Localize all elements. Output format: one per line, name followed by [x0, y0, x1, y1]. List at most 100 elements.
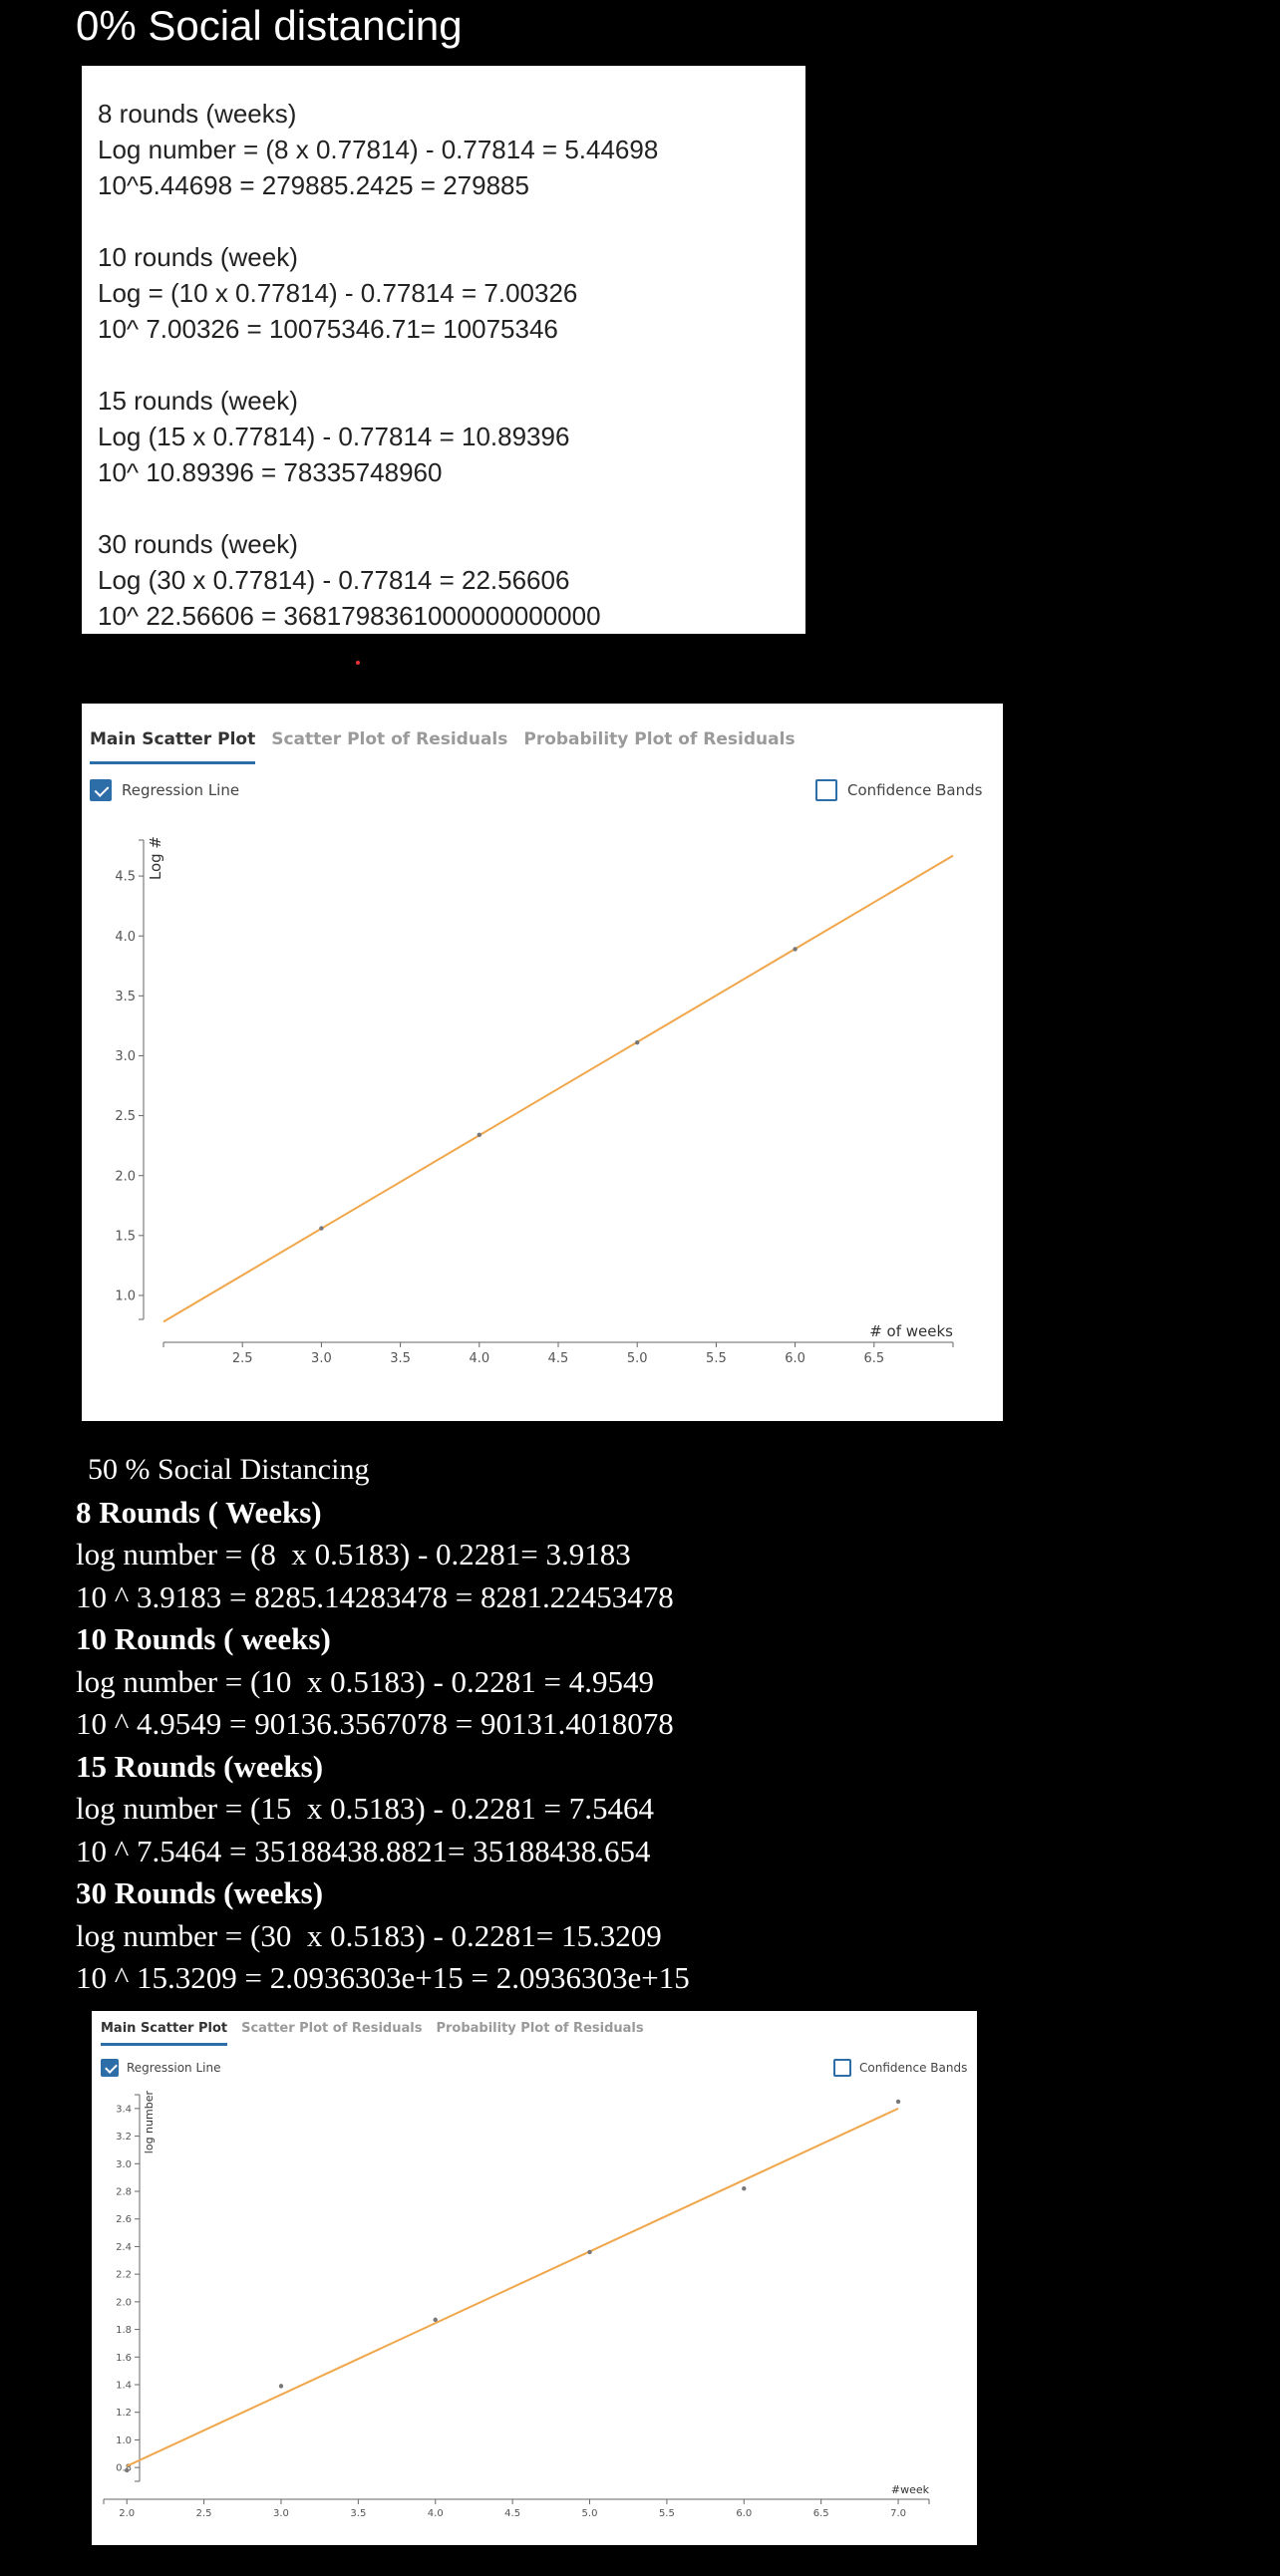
checkbox-unchecked-icon[interactable]: [815, 779, 837, 801]
calc-heading: 15 Rounds (weeks): [76, 1748, 324, 1784]
calc-group: 15 rounds (week) Log (15 x 0.77814) - 0.…: [98, 383, 805, 490]
confidence-bands-toggle[interactable]: Confidence Bands: [833, 2059, 967, 2077]
calc-pow-line: 10^ 7.00326 = 10075346.71= 10075346: [98, 314, 558, 344]
data-point: [433, 2317, 438, 2323]
calc-pow-line: 10^ 10.89396 = 78335748960: [98, 457, 443, 487]
calc-log-line: Log = (10 x 0.77814) - 0.77814 = 7.00326: [98, 278, 578, 308]
x-tick-label: 2.5: [232, 1351, 253, 1366]
checkbox-checked-icon[interactable]: [101, 2059, 119, 2077]
tab-scatter-plot-residuals[interactable]: Scatter Plot of Residuals: [271, 729, 508, 749]
data-point: [587, 2249, 592, 2255]
regression-line-label: Regression Line: [127, 2061, 221, 2075]
y-tick-label: 1.6: [116, 2353, 132, 2364]
data-point: [278, 2384, 284, 2389]
y-axis-label: log number: [143, 2091, 156, 2154]
y-axis-label: Log #: [147, 836, 164, 880]
x-tick-label: 6.5: [813, 2508, 829, 2519]
x-tick-label: 5.0: [582, 2508, 598, 2519]
stray-dot: [356, 661, 360, 665]
regression-line-toggle[interactable]: Regression Line: [90, 779, 239, 801]
calc-pow-line: 10 ^ 3.9183 = 8285.14283478 = 8281.22453…: [76, 1578, 674, 1614]
y-tick-label: 2.2: [116, 2270, 132, 2281]
tab-main-scatter-plot[interactable]: Main Scatter Plot: [90, 729, 256, 764]
data-point: [477, 1132, 481, 1138]
x-tick-label: 5.5: [706, 1351, 727, 1366]
calc-box-0-percent: 8 rounds (weeks) Log number = (8 x 0.778…: [82, 66, 805, 634]
x-tick-label: 2.5: [196, 2508, 212, 2519]
calc-group: 10 rounds (week) Log = (10 x 0.77814) - …: [98, 239, 805, 347]
calc-group: 8 rounds (weeks) Log number = (8 x 0.778…: [98, 96, 805, 203]
y-tick-label: 1.0: [116, 2435, 132, 2446]
regression-line: [126, 2107, 899, 2467]
chart-panel-50-percent: Main Scatter Plot Scatter Plot of Residu…: [92, 2011, 977, 2545]
calc-pow-line: 10^5.44698 = 279885.2425 = 279885: [98, 170, 529, 200]
x-tick-label: 3.5: [350, 2508, 366, 2519]
calc-heading: 10 rounds (week): [98, 242, 298, 272]
x-tick-label: 3.5: [390, 1351, 411, 1366]
calc-log-line: log number = (8 x 0.5183) - 0.2281= 3.91…: [76, 1537, 631, 1572]
y-tick-label: 2.5: [115, 1109, 136, 1124]
calc-pow-line: 10 ^ 15.3209 = 2.0936303e+15 = 2.0936303…: [76, 1960, 690, 1995]
y-tick-label: 4.5: [115, 870, 136, 885]
x-tick-label: 6.0: [736, 2508, 752, 2519]
calc-log-line: Log (30 x 0.77814) - 0.77814 = 22.56606: [98, 565, 570, 595]
section-0-title: 0% Social distancing: [76, 2, 463, 49]
x-tick-label: 4.0: [428, 2508, 444, 2519]
tab-probability-plot-residuals[interactable]: Probability Plot of Residuals: [436, 2021, 644, 2036]
tab-scatter-plot-residuals[interactable]: Scatter Plot of Residuals: [241, 2021, 423, 2036]
y-tick-label: 1.0: [115, 1289, 136, 1304]
tab-probability-plot-residuals[interactable]: Probability Plot of Residuals: [523, 729, 796, 749]
data-point: [742, 2186, 747, 2191]
y-tick-label: 1.4: [116, 2381, 132, 2392]
y-tick-label: 2.8: [116, 2187, 132, 2198]
y-tick-label: 3.0: [115, 1049, 136, 1064]
y-tick-label: 0.8: [116, 2463, 132, 2474]
x-axis-label: #week: [891, 2483, 930, 2496]
calc-pow-line: 10 ^ 4.9549 = 90136.3567078 = 90131.4018…: [76, 1706, 674, 1741]
y-tick-label: 2.4: [116, 2242, 132, 2253]
calc-log-line: log number = (15 x 0.5183) - 0.2281 = 7.…: [76, 1791, 654, 1826]
calc-log-line: log number = (30 x 0.5183) - 0.2281= 15.…: [76, 1917, 662, 1953]
x-tick-label: 5.0: [627, 1351, 648, 1366]
y-tick-label: 3.2: [116, 2132, 132, 2143]
scatter-chart-0-percent: 2.5 3.0 3.5 4.0 4.5 5.0 5.5 6.0 6.5 1.0 1.5 2.0 2.5 3…: [115, 836, 954, 1366]
y-tick-label: 3.5: [115, 990, 136, 1004]
calc-heading: 30 Rounds (weeks): [76, 1875, 324, 1910]
tab-bar: Main Scatter Plot Scatter Plot of Residu…: [101, 2021, 644, 2046]
calc-heading: 30 rounds (week): [98, 529, 298, 559]
y-tick-label: 3.0: [116, 2159, 132, 2170]
checkbox-unchecked-icon[interactable]: [833, 2059, 851, 2077]
calc-heading: 8 rounds (weeks): [98, 99, 297, 129]
calc-heading: 8 Rounds ( Weeks): [76, 1494, 322, 1530]
regression-line-toggle[interactable]: Regression Line: [101, 2059, 220, 2077]
calc-pow-line: 10^ 22.56606 = 3681798361000000000000: [98, 601, 601, 631]
calc-group: 30 rounds (week) Log (30 x 0.77814) - 0.…: [98, 526, 805, 634]
x-tick-label: 6.0: [785, 1351, 805, 1366]
x-tick-label: 4.5: [548, 1351, 569, 1366]
calc-log-line: log number = (10 x 0.5183) - 0.2281 = 4.…: [76, 1663, 654, 1699]
y-tick-label: 4.0: [115, 930, 136, 945]
x-tick-label: 3.0: [273, 2508, 289, 2519]
data-point: [793, 947, 798, 952]
x-tick-label: 4.0: [469, 1351, 489, 1366]
regression-line-label: Regression Line: [122, 781, 240, 799]
x-tick-label: 4.5: [504, 2508, 520, 2519]
data-point: [635, 1040, 640, 1045]
x-tick-label: 2.0: [119, 2508, 135, 2519]
calc-heading: 15 rounds (week): [98, 386, 298, 416]
x-tick-label: 6.5: [863, 1351, 884, 1366]
tab-bar: Main Scatter Plot Scatter Plot of Residu…: [90, 729, 796, 764]
confidence-bands-label: Confidence Bands: [847, 781, 983, 799]
section-50-percent: 50 % Social Distancing 8 Rounds ( Weeks)…: [76, 1449, 690, 2000]
y-tick-label: 3.4: [116, 2104, 132, 2115]
confidence-bands-toggle[interactable]: Confidence Bands: [815, 779, 982, 801]
tab-main-scatter-plot[interactable]: Main Scatter Plot: [101, 2021, 228, 2046]
y-tick-label: 2.0: [115, 1169, 136, 1184]
calc-heading: 10 Rounds ( weeks): [76, 1621, 331, 1656]
scatter-chart-50-percent: 2.0 2.5 3.0 3.5 4.0 4.5 5.0 5.5 6.0 6.5 7.0 0.8 1.0 1…: [103, 2091, 930, 2519]
regression-line: [162, 854, 954, 1323]
checkbox-checked-icon[interactable]: [90, 779, 112, 801]
x-tick-label: 7.0: [890, 2508, 906, 2519]
y-tick-label: 1.2: [116, 2408, 132, 2419]
calc-pow-line: 10 ^ 7.5464 = 35188438.8821= 35188438.65…: [76, 1833, 651, 1868]
